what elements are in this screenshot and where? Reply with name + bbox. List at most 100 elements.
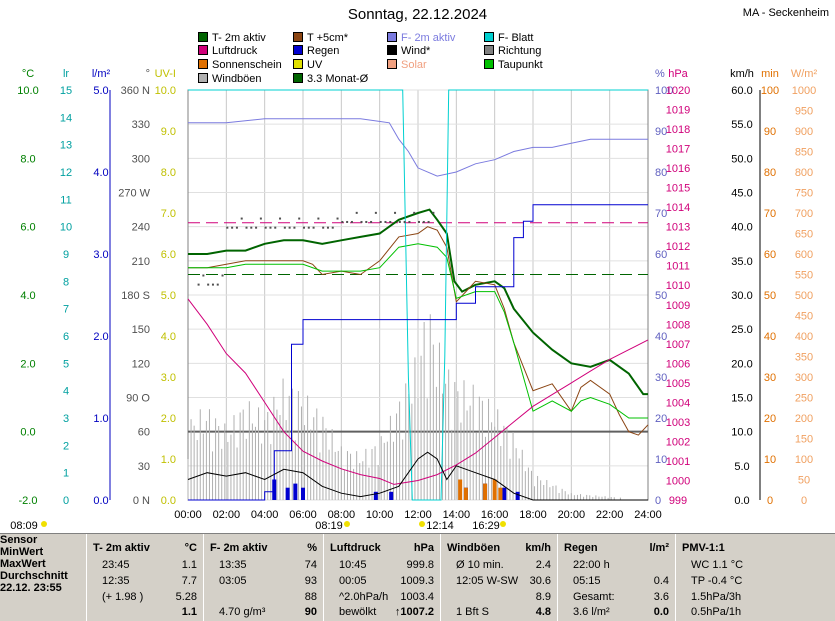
legend-label: 3.3 Monat-Ø	[307, 73, 369, 85]
x-tick-label: 08:00	[328, 509, 356, 521]
y-tick-label: 900	[795, 126, 813, 138]
y-tick-label: 0	[801, 495, 807, 507]
direction-dot	[374, 211, 377, 214]
sun-icon	[344, 521, 350, 527]
row-label: MaxWert	[0, 558, 46, 570]
x-tick-label: 22:00	[596, 509, 624, 521]
cell-value: 74	[304, 559, 317, 571]
axis-unit-label: km/h	[730, 68, 754, 80]
y-tick-label: 1.0	[161, 454, 176, 466]
direction-dot	[202, 274, 205, 277]
legend-item: Wind*	[387, 45, 430, 57]
column-separator	[323, 534, 324, 621]
cell-label: 3.6 l/m²	[573, 606, 610, 618]
cell-label: 12:05 W-SW	[456, 575, 519, 587]
direction-dot	[413, 211, 416, 214]
column-separator	[557, 534, 558, 621]
direction-dot	[298, 217, 301, 220]
y-tick-label: 14	[60, 112, 72, 124]
direction-dot	[259, 217, 262, 220]
rain-bar	[301, 487, 305, 500]
legend-swatch	[198, 32, 208, 42]
direction-dot	[274, 226, 277, 229]
direction-dot	[255, 226, 258, 229]
legend-swatch	[198, 59, 208, 69]
y-tick-label: 25.0	[731, 324, 752, 336]
y-tick-label: 120	[132, 358, 150, 370]
direction-dot	[408, 220, 411, 223]
y-tick-label: 1007	[666, 339, 690, 351]
sunrise-time: 08:09	[10, 520, 38, 532]
axis-unit-label: %	[655, 68, 665, 80]
y-tick-label: 30	[138, 461, 150, 473]
legend-item: Regen	[293, 45, 339, 57]
y-tick-label: 60	[138, 427, 150, 439]
y-tick-label: 5.0	[93, 85, 108, 97]
column-title: Regen	[564, 542, 598, 554]
x-tick-label: 02:00	[213, 509, 241, 521]
y-tick-label: 4.0	[161, 331, 176, 343]
y-tick-label: 240	[132, 222, 150, 234]
direction-dot	[288, 226, 291, 229]
y-tick-label: 2.0	[93, 331, 108, 343]
cell-value: 7.7	[181, 575, 197, 587]
legend-label: Windböen	[212, 73, 262, 85]
table-column: F- 2m aktiv% 13:35 74 03:05 93 88 4.70 g/m³ 90	[205, 534, 323, 621]
y-tick-label: 1018	[666, 124, 690, 136]
rain-bar	[515, 491, 520, 500]
y-tick-label: 20	[655, 413, 667, 425]
y-tick-label: 7	[63, 304, 69, 316]
direction-dot	[432, 211, 435, 214]
cell-label: Ø 10 min.	[456, 559, 504, 571]
column-unit: hPa	[413, 542, 434, 554]
rain-bar	[389, 491, 394, 500]
y-tick-label: 10.0	[155, 85, 176, 97]
y-tick-label: 330	[132, 119, 150, 131]
direction-dot	[370, 220, 373, 223]
y-tick-label: 10	[655, 454, 667, 466]
legend-label: F- 2m aktiv	[401, 32, 456, 44]
y-tick-label: 30	[764, 372, 776, 384]
axis-unit-label: min	[761, 68, 779, 80]
series-line-t-5cm-	[188, 226, 649, 436]
chart-title: Sonntag, 22.12.2024	[347, 6, 488, 23]
y-tick-label: 180 S	[121, 290, 150, 302]
direction-dot	[317, 217, 320, 220]
legend-swatch	[387, 32, 397, 42]
cell-value: 999.8	[406, 559, 434, 571]
legend-swatch	[293, 73, 303, 83]
legend-swatch	[387, 59, 397, 69]
y-tick-label: 150	[795, 434, 813, 446]
y-tick-label: 1017	[666, 144, 690, 156]
direction-dot	[331, 226, 334, 229]
y-tick-label: 1013	[666, 222, 690, 234]
x-tick-label: 14:00	[443, 509, 471, 521]
legend-swatch	[198, 73, 208, 83]
cell-value: 0.0	[653, 606, 669, 618]
y-tick-label: 60.0	[731, 85, 752, 97]
y-tick-label: 1020	[666, 85, 690, 97]
legend-item: T- 2m aktiv	[198, 32, 266, 44]
cell-label: 1 Bft S	[456, 606, 490, 618]
y-tick-label: 70	[655, 208, 667, 220]
y-tick-label: 15	[60, 85, 72, 97]
sunset-time: 16:29	[472, 520, 500, 532]
y-tick-label: 30	[655, 372, 667, 384]
direction-dot	[422, 220, 425, 223]
y-tick-label: 10	[764, 454, 776, 466]
column-separator	[440, 534, 441, 621]
dawn-time: 08:19	[315, 520, 343, 532]
direction-dot	[350, 220, 353, 223]
direction-dot	[211, 283, 214, 286]
legend-label: T- 2m aktiv	[212, 32, 266, 44]
cell-value: 4.8	[535, 606, 551, 618]
y-tick-label: 1014	[666, 202, 690, 214]
y-tick-label: 10.0	[17, 85, 38, 97]
legend-label: T +5cm*	[307, 32, 349, 44]
sunshine-bar	[483, 483, 488, 500]
y-tick-label: 1010	[666, 280, 690, 292]
y-tick-label: 850	[795, 147, 813, 159]
y-tick-label: 1000	[792, 85, 816, 97]
y-tick-label: 20.0	[731, 358, 752, 370]
y-tick-label: 1	[63, 468, 69, 480]
